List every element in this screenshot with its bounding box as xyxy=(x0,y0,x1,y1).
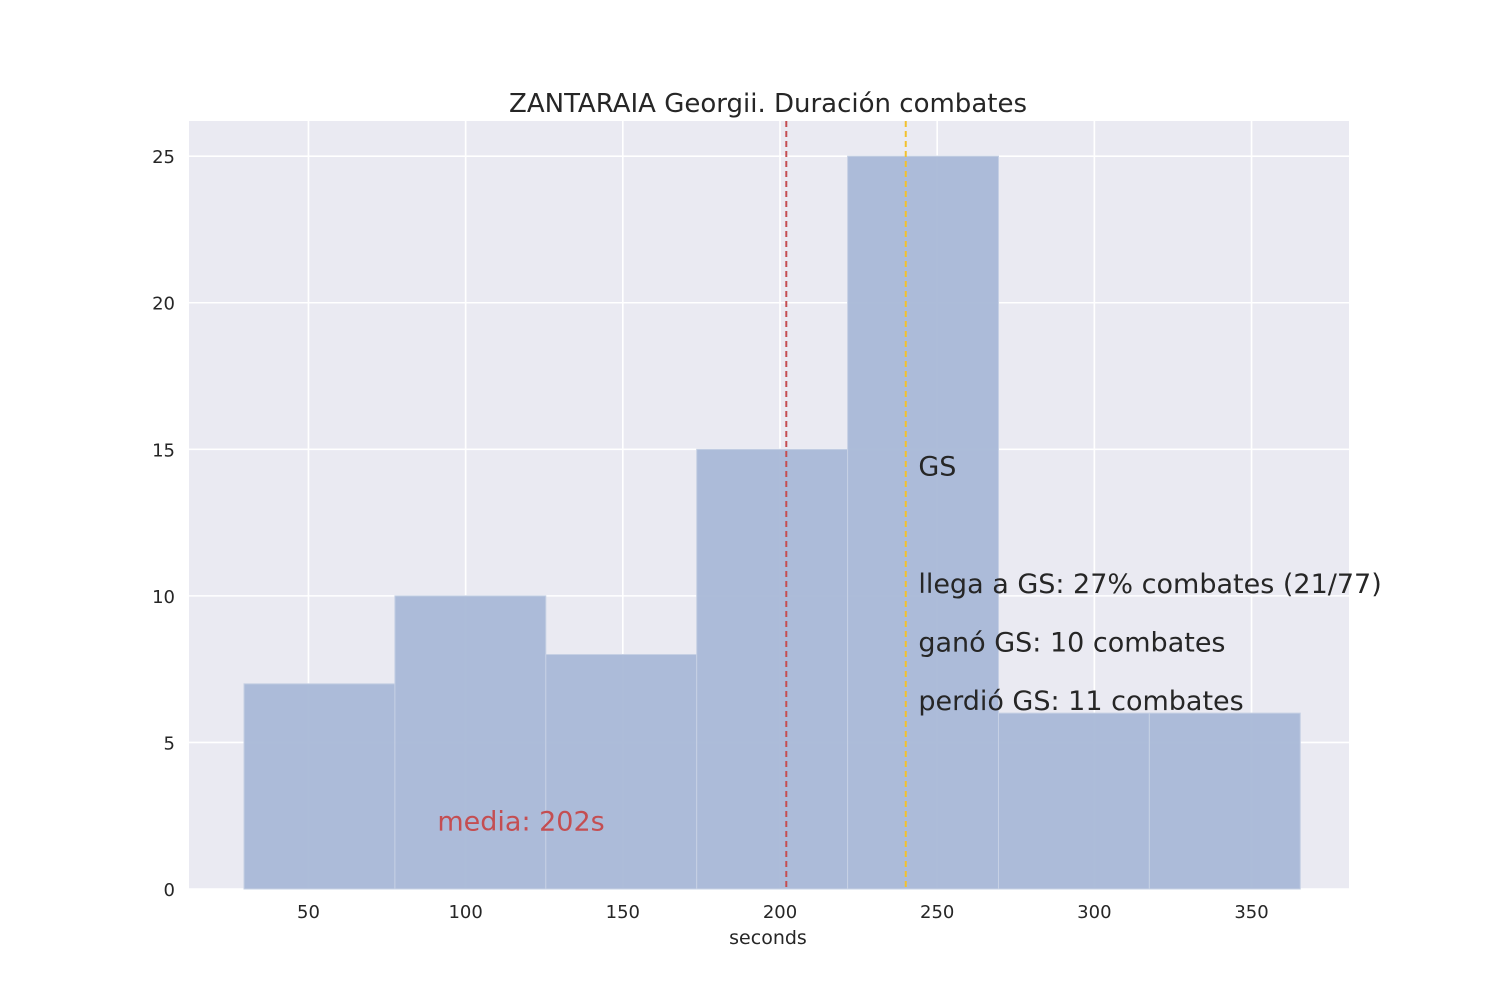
x-tick-label: 250 xyxy=(920,902,954,923)
gs-annotation: ganó GS: 10 combates xyxy=(918,628,1225,659)
x-tick-label: 150 xyxy=(606,902,640,923)
gs-annotation: llega a GS: 27% combates (21/77) xyxy=(918,569,1381,600)
x-tick-label: 300 xyxy=(1077,902,1111,923)
x-tick-label: 100 xyxy=(448,902,482,923)
x-tick-label: 200 xyxy=(763,902,797,923)
y-tick-label: 25 xyxy=(152,147,175,168)
histogram-bar xyxy=(243,683,396,890)
mean-annotation: media: 202s xyxy=(437,806,604,837)
y-tick-label: 5 xyxy=(164,733,175,754)
histogram-bars xyxy=(243,155,1301,890)
histogram-bar xyxy=(696,448,849,890)
reference-lines xyxy=(785,121,907,889)
x-tick-label: 50 xyxy=(297,902,320,923)
histogram-bar xyxy=(997,712,1150,890)
y-tick-label: 20 xyxy=(152,294,175,315)
histogram-bar xyxy=(1148,712,1301,890)
histogram-bar xyxy=(847,155,999,890)
gs-annotation: GS xyxy=(918,452,956,483)
chart-title: ZANTARAIA Georgii. Duración combates xyxy=(509,89,1027,119)
gs-annotation: perdió GS: 11 combates xyxy=(918,686,1243,717)
y-tick-label: 15 xyxy=(152,440,175,461)
axis-ticks: 50 100 150 200 250 300 350 0 5 10 15 20 25 xyxy=(152,147,1269,923)
x-tick-label: 350 xyxy=(1234,902,1268,923)
annotations: media: 202s GS llega a GS: 27% combates (2… xyxy=(437,452,1381,838)
histogram-bar xyxy=(545,653,698,890)
y-tick-label: 0 xyxy=(164,880,175,901)
y-tick-label: 10 xyxy=(152,587,175,608)
histogram-bar xyxy=(394,595,547,890)
x-axis-label: seconds xyxy=(729,927,807,949)
